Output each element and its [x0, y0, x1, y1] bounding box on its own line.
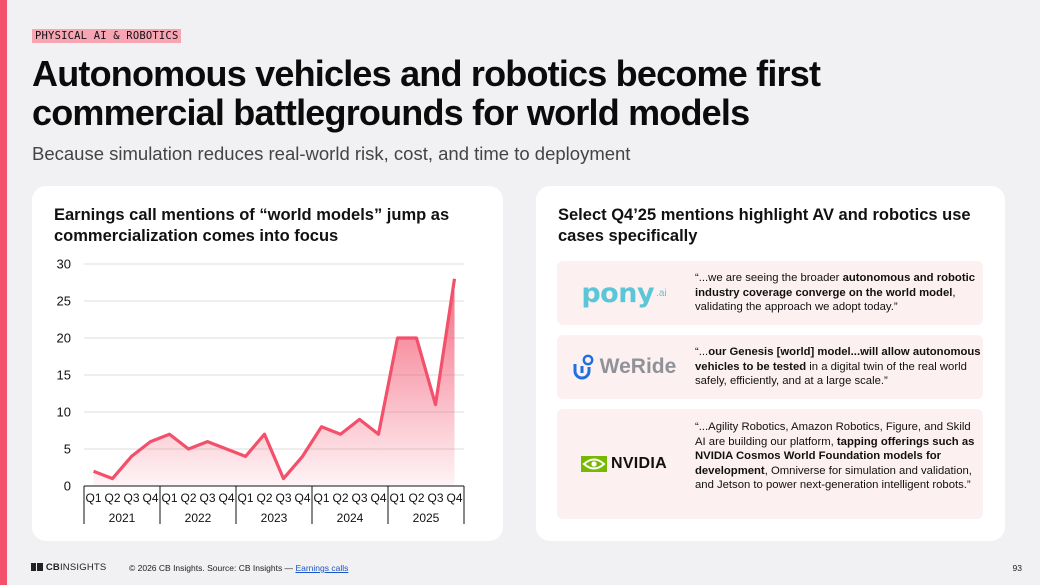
- x-tick-label: Q3: [199, 491, 215, 505]
- y-tick-label: 0: [64, 479, 71, 494]
- x-tick-label: Q1: [313, 491, 329, 505]
- year-label: 2021: [109, 511, 136, 525]
- quote-text-weride: “...our Genesis [world] model...will all…: [695, 346, 981, 388]
- chart-title: Earnings call mentions of “world models”…: [54, 206, 450, 245]
- quote-text-pony: “...we are seeing the broader autonomous…: [695, 272, 975, 314]
- x-tick-label: Q1: [237, 491, 253, 505]
- area-fill: [93, 278, 455, 486]
- y-tick-label: 25: [57, 294, 71, 309]
- x-tick-label: Q4: [446, 491, 462, 505]
- page-subtitle: Because simulation reduces real-world ri…: [32, 143, 631, 164]
- x-tick-label: Q2: [180, 491, 196, 505]
- weride-icon: [573, 354, 594, 380]
- x-tick-label: Q2: [256, 491, 272, 505]
- y-tick-label: 5: [64, 442, 71, 457]
- quote-nvidia: NVIDIA “...Agility Robotics, Amazon Robo…: [557, 409, 983, 519]
- cb-logo-icon: [31, 563, 43, 571]
- x-tick-label: Q1: [85, 491, 101, 505]
- page-title: Autonomous vehicles and robotics become …: [32, 53, 821, 133]
- y-tick-label: 20: [57, 331, 71, 346]
- x-tick-label: Q3: [275, 491, 291, 505]
- pony-logo: pony .ai: [581, 277, 667, 309]
- year-label: 2023: [261, 511, 288, 525]
- x-tick-label: Q1: [389, 491, 405, 505]
- quotes-card: Select Q4’25 mentions highlight AV and r…: [536, 186, 1005, 541]
- weride-logo: WeRide: [557, 335, 691, 399]
- y-tick-label: 15: [57, 368, 71, 383]
- quote-weride: WeRide “...our Genesis [world] model...w…: [557, 335, 983, 399]
- footer-source: © 2026 CB Insights. Source: CB Insights …: [129, 563, 349, 573]
- x-tick-label: Q4: [218, 491, 234, 505]
- y-tick-label: 30: [57, 257, 71, 272]
- cb-insights-logo: CBINSIGHTS: [31, 562, 106, 573]
- x-tick-label: Q4: [294, 491, 310, 505]
- x-tick-label: Q2: [408, 491, 424, 505]
- x-tick-label: Q3: [351, 491, 367, 505]
- earnings-calls-link[interactable]: Earnings calls: [295, 563, 349, 573]
- nvidia-eye-icon: [580, 456, 607, 472]
- year-label: 2024: [337, 511, 364, 525]
- page-number: 93: [1012, 563, 1022, 573]
- quotes-title: Select Q4’25 mentions highlight AV and r…: [558, 206, 971, 245]
- x-tick-label: Q3: [427, 491, 443, 505]
- year-label: 2022: [185, 511, 212, 525]
- year-label: 2025: [413, 511, 440, 525]
- quote-pony: pony .ai “...we are seeing the broader au…: [557, 261, 983, 325]
- quote-text-nvidia: “...Agility Robotics, Amazon Robotics, F…: [695, 421, 975, 492]
- series-line: [92, 278, 457, 481]
- section-tag: PHYSICAL AI & ROBOTICS: [32, 29, 182, 43]
- x-tick-label: Q2: [104, 491, 120, 505]
- x-tick-label: Q2: [332, 491, 348, 505]
- x-tick-label: Q1: [161, 491, 177, 505]
- x-tick-label: Q3: [123, 491, 139, 505]
- x-tick-label: Q4: [370, 491, 386, 505]
- chart-card: Earnings call mentions of “world models”…: [32, 186, 503, 541]
- y-tick-label: 10: [57, 405, 71, 420]
- accent-bar: [0, 0, 7, 585]
- x-tick-label: Q4: [142, 491, 158, 505]
- nvidia-logo: NVIDIA: [557, 409, 691, 519]
